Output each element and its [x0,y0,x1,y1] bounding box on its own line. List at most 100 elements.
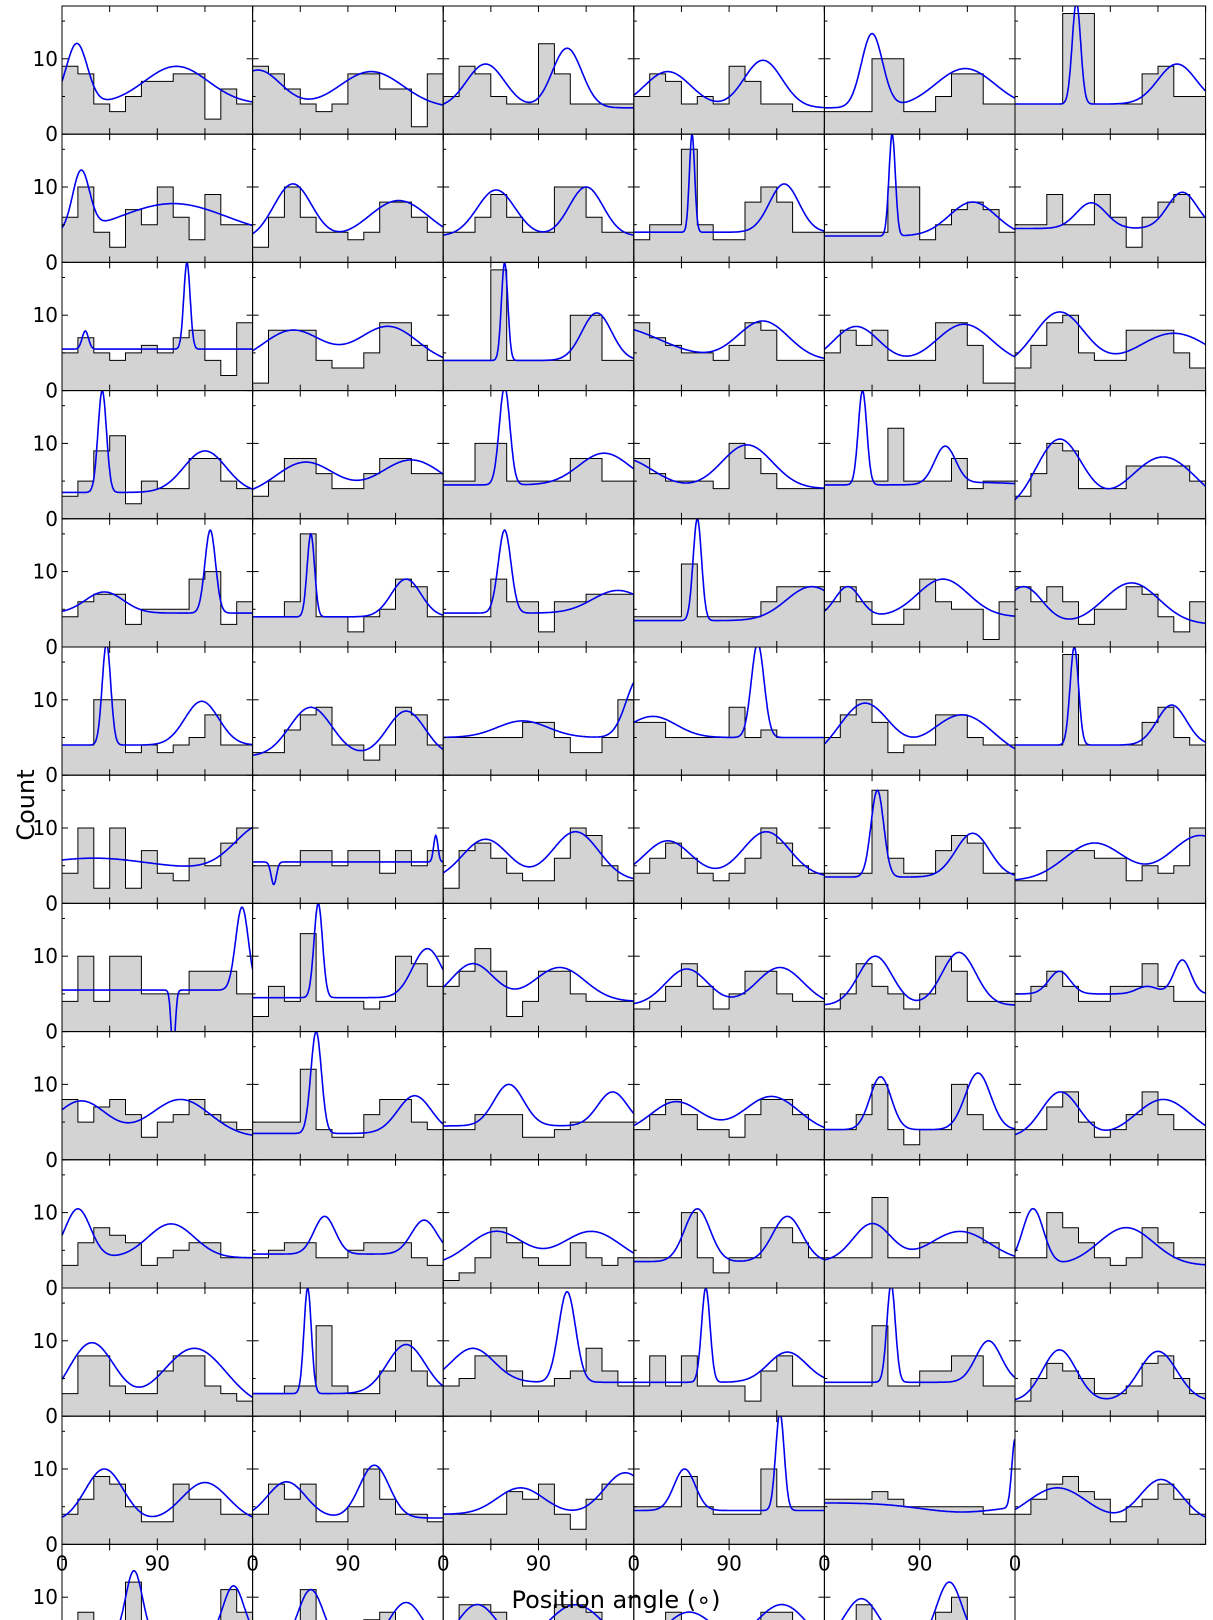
panel [823,5,1016,135]
panel [633,518,825,648]
panel [252,261,444,392]
panel [252,646,444,776]
panel [823,1287,1016,1417]
panel [1014,1031,1207,1161]
panel-frame [1014,1415,1207,1545]
x-tick-label: 0 [627,1551,640,1575]
panel [1014,1159,1207,1289]
histogram-bars [824,1197,1016,1289]
fit-curve [1015,311,1206,357]
fit-curve [1015,1207,1206,1266]
x-axis-label: Position angle (∘) [511,1586,720,1614]
fit-curve [457,1603,603,1620]
fit-curve [252,833,444,886]
histogram-bars [252,933,444,1032]
panel [252,390,444,520]
histogram-bars [62,186,253,263]
panel [823,1415,1016,1545]
fit-curve [824,1288,1016,1384]
histogram-bars [1015,1476,1206,1545]
panel [823,518,1016,648]
y-tick-label: 0 [45,250,58,274]
histogram-bars [1015,194,1206,263]
fit-curve [252,903,444,999]
panel [633,1415,825,1545]
fit-curve [119,1569,250,1620]
y-tick-label: 0 [45,1020,58,1044]
panel-frame [823,1543,1016,1620]
panel [61,1415,254,1545]
histogram-bars [633,442,825,519]
panel [1014,1415,1207,1545]
panel [633,261,825,392]
fit-curve [443,529,634,614]
histogram-bars [252,1242,444,1289]
panel [252,1287,444,1417]
panel [252,1415,444,1545]
panel [252,1031,444,1161]
y-tick-label: 0 [45,1276,58,1300]
fit-curve [633,444,825,489]
histogram-bars [855,1596,968,1620]
y-tick-label: 0 [45,379,58,403]
histogram-bars [62,322,253,391]
histogram-bars [824,578,1016,647]
histogram-bars [77,1581,253,1620]
panel [442,518,635,648]
fit-curve [443,962,634,1002]
histogram-bars [824,1083,1016,1160]
y-tick-label: 0 [45,1404,58,1428]
fit-curve [252,1215,444,1255]
panel [633,1287,825,1417]
panel [252,5,444,135]
panel [252,774,444,904]
panel [61,1287,254,1417]
fit-curve [840,1581,969,1620]
y-tick-label: 10 [33,1201,58,1225]
fit-curve [443,681,634,739]
panel [1014,902,1207,1033]
y-tick-label: 10 [33,1457,58,1481]
y-tick-label: 10 [33,944,58,968]
panel [823,133,1016,263]
panel [1014,518,1207,648]
panel [61,518,254,648]
y-axis-label: Count [12,769,40,840]
histogram-bars [633,148,825,263]
fit-curve [824,1072,1016,1131]
fit-curve [443,1083,634,1127]
fit-curve [443,1472,634,1515]
fit-curve [824,702,1016,750]
histogram-bars [665,1611,794,1620]
histogram-bars [633,1355,825,1417]
histogram-bars [633,827,825,904]
histogram-bars [443,269,634,391]
panel [823,1031,1016,1161]
histogram-bars [252,186,444,263]
panel [823,261,1016,392]
fit-curve [824,578,1016,617]
fit-curve [1015,582,1206,625]
fit-curve [633,966,825,1005]
histogram-bars [824,427,1016,519]
histogram-bars [62,699,253,776]
histogram-bars [443,827,634,904]
y-tick-label: 0 [45,635,58,659]
panel [442,133,635,263]
panel [1014,261,1207,392]
histogram-bars [633,963,825,1032]
x-tick-label: 90 [335,1551,360,1575]
histogram-bars [443,186,634,263]
y-tick-label: 10 [33,1585,58,1609]
fit-curve [824,951,1015,1006]
histogram-bars [633,322,825,391]
histogram-bars [1015,827,1206,904]
y-tick-label: 0 [45,1532,58,1556]
fit-curve [252,325,444,359]
fit-curve [633,1288,825,1384]
panel [442,261,635,392]
x-tick-labels: 0 90 0 90 0 90 0 90 0 90 0 [56,1551,1022,1575]
histogram-bars [252,533,444,647]
histogram-bars [824,955,1016,1032]
